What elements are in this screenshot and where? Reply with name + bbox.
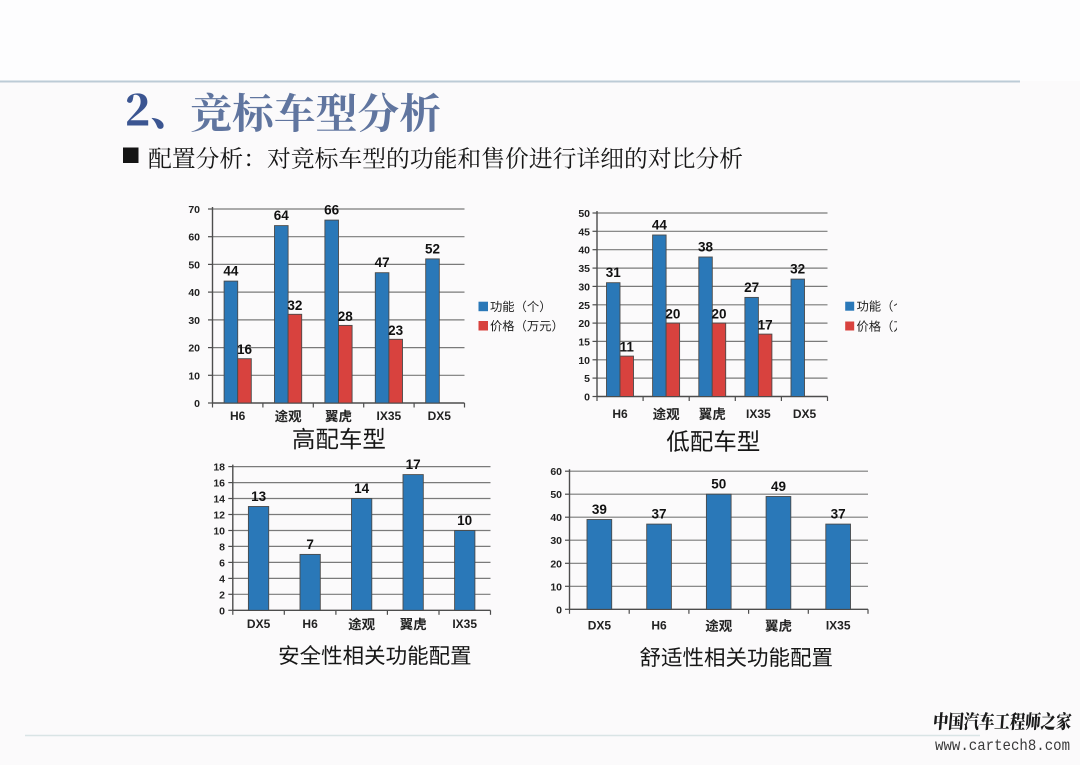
svg-text:30: 30 xyxy=(578,281,590,293)
svg-text:DX5: DX5 xyxy=(793,407,817,421)
svg-text:H6: H6 xyxy=(302,617,318,631)
svg-text:20: 20 xyxy=(711,307,726,322)
svg-text:47: 47 xyxy=(375,255,390,270)
svg-text:45: 45 xyxy=(578,226,590,238)
svg-text:H6: H6 xyxy=(612,407,628,421)
svg-text:32: 32 xyxy=(790,262,805,277)
svg-text:40: 40 xyxy=(188,287,200,299)
svg-text:6: 6 xyxy=(219,557,225,569)
svg-text:7: 7 xyxy=(306,537,314,552)
svg-text:37: 37 xyxy=(651,507,666,522)
svg-text:27: 27 xyxy=(744,280,759,295)
svg-text:2: 2 xyxy=(219,589,225,601)
svg-text:14: 14 xyxy=(354,481,370,496)
svg-text:5: 5 xyxy=(584,373,590,385)
svg-text:30: 30 xyxy=(550,535,562,547)
svg-text:18: 18 xyxy=(213,462,225,474)
svg-text:44: 44 xyxy=(223,264,239,279)
svg-text:H6: H6 xyxy=(230,409,246,423)
svg-text:0: 0 xyxy=(556,604,562,616)
svg-text:17: 17 xyxy=(406,457,421,472)
svg-text:20: 20 xyxy=(550,558,562,570)
svg-text:13: 13 xyxy=(251,489,267,504)
svg-text:10: 10 xyxy=(188,370,200,382)
svg-text:31: 31 xyxy=(606,265,622,280)
svg-text:H6: H6 xyxy=(651,619,667,633)
svg-text:15: 15 xyxy=(578,336,590,348)
svg-text:DX5: DX5 xyxy=(588,619,612,633)
svg-text:IX35: IX35 xyxy=(377,409,402,423)
svg-text:40: 40 xyxy=(578,245,590,257)
svg-text:60: 60 xyxy=(550,466,562,478)
svg-text:64: 64 xyxy=(274,208,290,223)
svg-text:17: 17 xyxy=(758,318,773,333)
svg-text:30: 30 xyxy=(188,315,200,327)
svg-text:37: 37 xyxy=(831,507,846,522)
svg-text:8: 8 xyxy=(219,541,225,553)
svg-text:12: 12 xyxy=(213,510,225,522)
svg-text:50: 50 xyxy=(578,208,590,220)
svg-text:10: 10 xyxy=(550,581,562,593)
svg-text:0: 0 xyxy=(219,605,225,617)
svg-text:25: 25 xyxy=(578,300,590,312)
svg-text:10: 10 xyxy=(578,355,590,367)
svg-text:IX35: IX35 xyxy=(826,619,851,633)
svg-text:20: 20 xyxy=(578,318,590,330)
svg-text:4: 4 xyxy=(219,573,225,585)
svg-text:38: 38 xyxy=(698,240,714,255)
svg-text:60: 60 xyxy=(188,232,200,244)
svg-text:0: 0 xyxy=(194,398,200,410)
svg-text:50: 50 xyxy=(188,259,200,271)
svg-text:50: 50 xyxy=(550,489,562,501)
svg-text:44: 44 xyxy=(652,218,668,233)
svg-text:20: 20 xyxy=(188,343,200,355)
svg-text:DX5: DX5 xyxy=(247,617,271,631)
svg-text:50: 50 xyxy=(711,477,726,492)
svg-text:49: 49 xyxy=(771,479,786,494)
svg-text:IX35: IX35 xyxy=(746,407,771,421)
svg-text:16: 16 xyxy=(213,478,225,490)
svg-text:10: 10 xyxy=(457,513,472,528)
svg-text:32: 32 xyxy=(287,298,302,313)
svg-text:DX5: DX5 xyxy=(428,409,452,423)
svg-text:70: 70 xyxy=(188,204,200,216)
svg-text:0: 0 xyxy=(584,392,590,404)
svg-text:IX35: IX35 xyxy=(452,617,477,631)
svg-text:28: 28 xyxy=(338,309,354,324)
svg-text:20: 20 xyxy=(665,307,680,322)
svg-text:35: 35 xyxy=(578,263,590,275)
svg-text:40: 40 xyxy=(550,512,562,524)
svg-text:66: 66 xyxy=(324,203,340,218)
svg-text:16: 16 xyxy=(237,342,253,357)
svg-text:14: 14 xyxy=(213,494,225,506)
svg-text:10: 10 xyxy=(213,526,225,538)
svg-text:11: 11 xyxy=(620,340,635,355)
svg-text:39: 39 xyxy=(592,502,607,517)
svg-text:52: 52 xyxy=(425,241,440,256)
svg-text:www.cartech8.com: www.cartech8.com xyxy=(935,737,1070,755)
svg-text:23: 23 xyxy=(388,323,404,338)
